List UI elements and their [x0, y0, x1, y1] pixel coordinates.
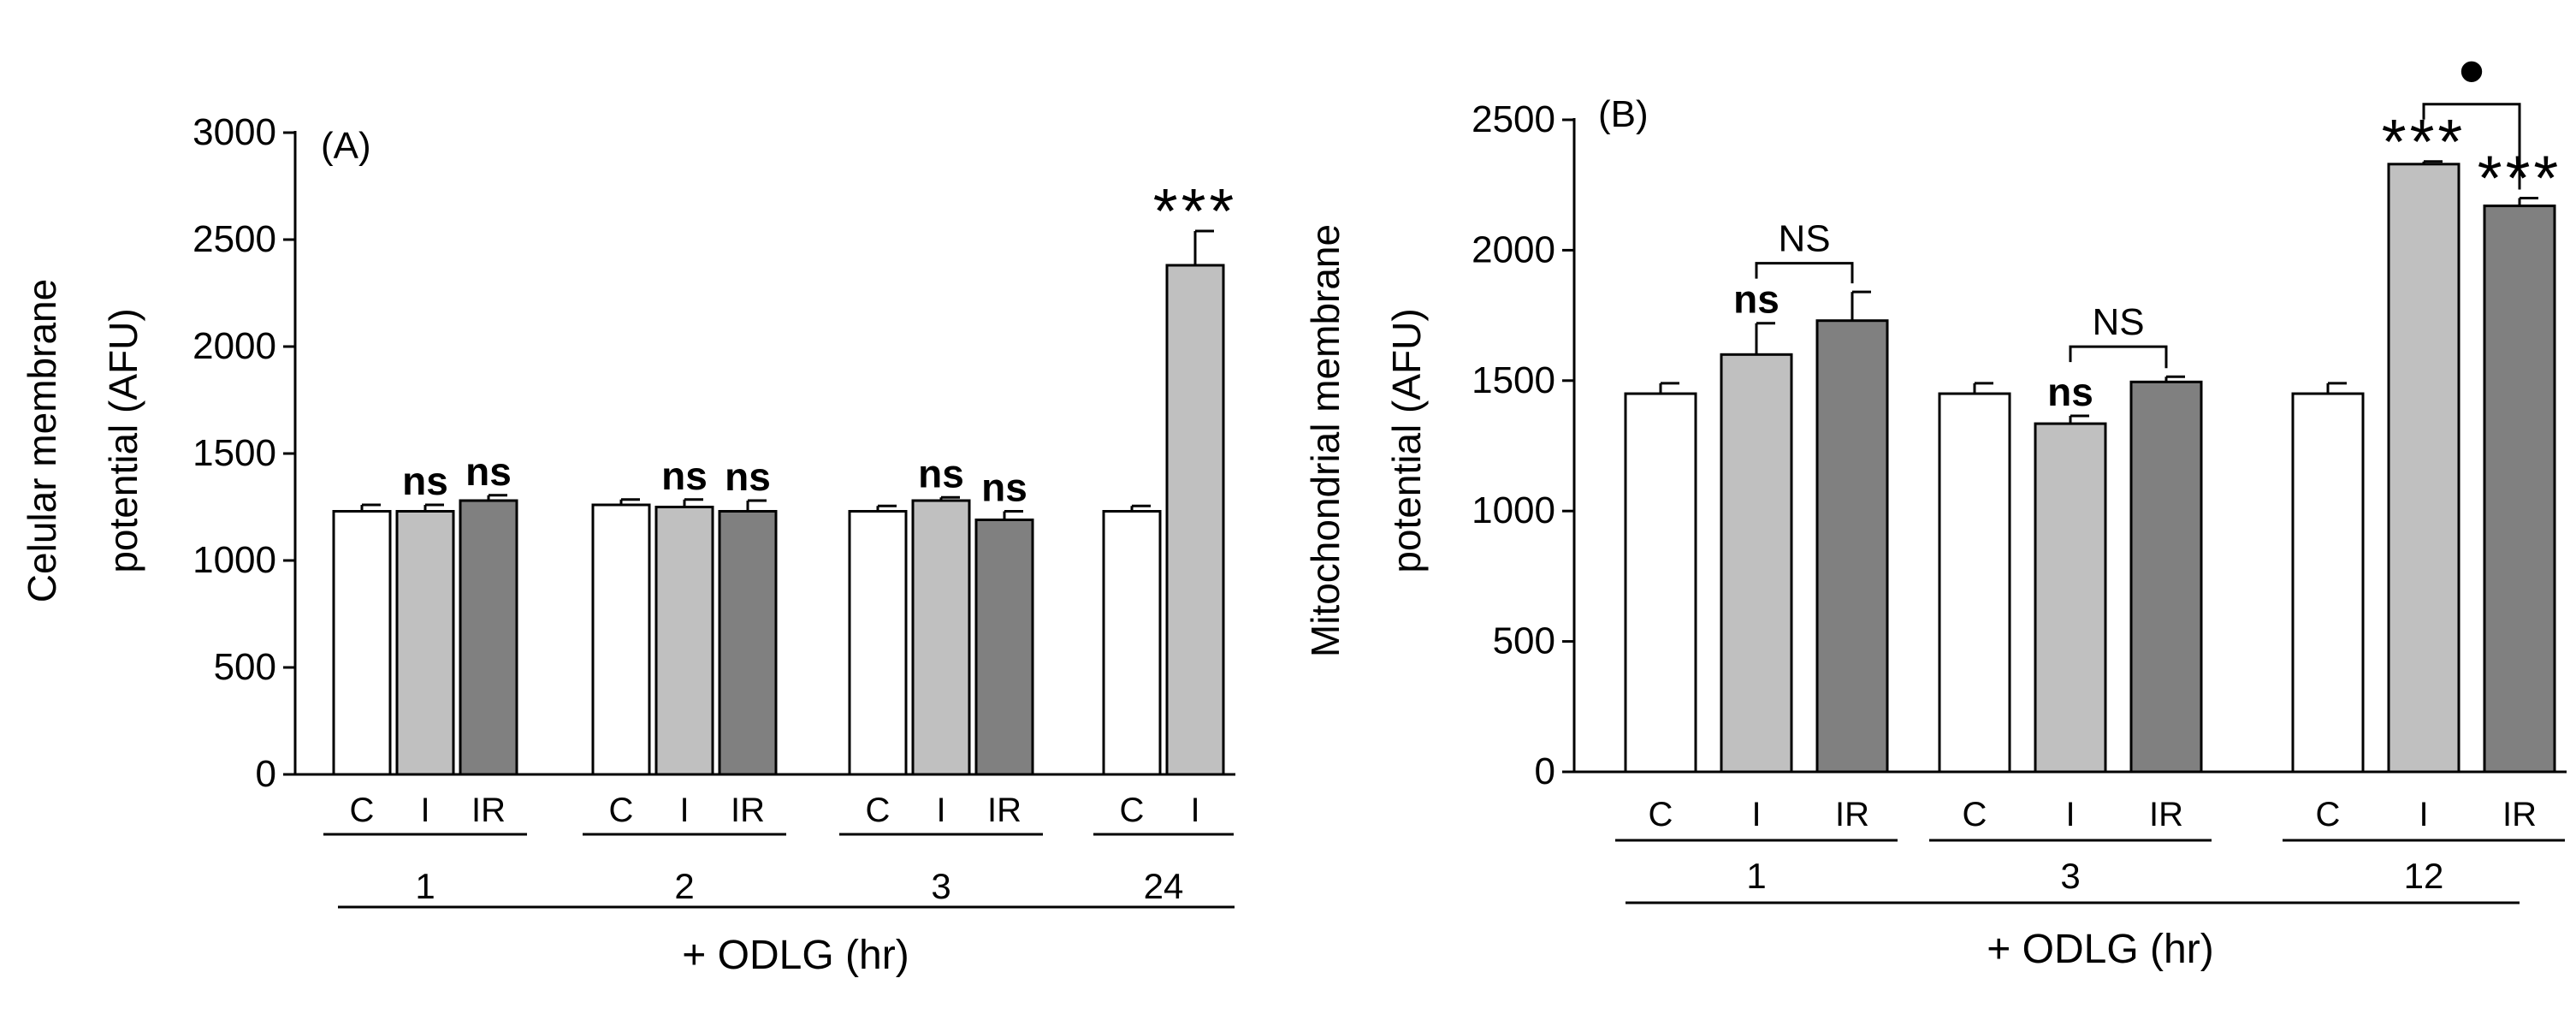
bar-c	[1102, 510, 1162, 776]
group-label: 1	[415, 866, 435, 906]
panel-label: (B)	[1598, 93, 1649, 135]
category-label: C	[1963, 796, 1987, 833]
category-label: IR	[471, 792, 506, 829]
significance-label: ns	[918, 451, 964, 495]
y-axis-title-line: Mitochondrial membrane	[1303, 224, 1347, 657]
panel-label: (A)	[321, 125, 371, 167]
category-label: IR	[2502, 796, 2537, 833]
y-tick-label: 500	[214, 646, 276, 688]
bar-i	[1720, 353, 1793, 774]
panel-a-chart: 0 500 1000 1500 2000 2500 3000 (A) Celular membr…	[20, 111, 1237, 978]
category-label: C	[2316, 796, 2341, 833]
bar-i	[654, 506, 714, 776]
y-tick-label: 1000	[1472, 489, 1555, 531]
group-label: 3	[2060, 856, 2080, 896]
comparison-bracket	[2069, 345, 2168, 369]
category-label: C	[609, 792, 634, 829]
bar-c	[1624, 392, 1697, 774]
category-label: I	[679, 792, 689, 829]
category-label: C	[350, 792, 375, 829]
y-tick-label: 2500	[192, 218, 276, 260]
category-label: IR	[2149, 796, 2183, 833]
y-tick-label: 1500	[1472, 359, 1555, 401]
category-label: C	[866, 792, 891, 829]
bar-i	[395, 510, 455, 776]
bar-ir	[2129, 380, 2203, 774]
category-label: IR	[731, 792, 765, 829]
significance-label: ns	[661, 454, 708, 498]
bar-c	[2291, 392, 2365, 774]
y-axis-title-line: potential (AFU)	[101, 308, 145, 572]
y-tick-label: 1500	[192, 432, 276, 474]
y-tick-label: 0	[1535, 750, 1555, 792]
bar-c	[1938, 392, 2011, 774]
category-label: I	[2065, 796, 2075, 833]
x-axis-title: + ODLG (hr)	[682, 933, 909, 978]
y-tick-label: 2000	[1472, 228, 1555, 270]
significance-label: ns	[402, 459, 448, 503]
bar-c	[332, 510, 392, 776]
bar-ir	[974, 519, 1034, 776]
y-axis-title-line: potential (AFU)	[1384, 308, 1429, 572]
y-tick-label: 2000	[192, 325, 276, 367]
bar-i	[2034, 422, 2107, 774]
significance-stars: ***	[2478, 142, 2561, 213]
bracket-label: NS	[2092, 301, 2144, 343]
group-label: 3	[931, 866, 950, 906]
y-axis-title-line: Celular membrane	[20, 279, 64, 602]
category-label: I	[1190, 792, 1199, 829]
significance-label: ns	[465, 449, 512, 494]
y-tick-label: 1000	[192, 539, 276, 581]
bracket-label: NS	[1778, 218, 1830, 260]
significance-label: ns	[981, 465, 1027, 510]
category-label: C	[1120, 792, 1145, 829]
group-label: 12	[2404, 856, 2444, 896]
y-tick-label: 500	[1493, 620, 1555, 662]
significance-label: ns	[725, 454, 771, 499]
comparison-bracket	[1755, 262, 1854, 284]
group-label: 24	[1144, 866, 1184, 906]
bar-ir	[459, 499, 518, 776]
y-tick-label: 0	[256, 753, 276, 795]
category-label: I	[420, 792, 429, 829]
y-tick-label: 2500	[1472, 98, 1555, 140]
category-label: I	[1751, 796, 1761, 833]
category-label: I	[2419, 796, 2428, 833]
category-label: IR	[1835, 796, 1869, 833]
category-label: I	[936, 792, 945, 829]
bar-ir	[1815, 319, 1889, 774]
comparison-bracket	[2422, 103, 2521, 190]
significance-dot: •	[2458, 29, 2485, 115]
significance-stars: ***	[2382, 106, 2466, 177]
bar-i	[2387, 163, 2461, 774]
panel-b-chart: 0 500 1000 1500 2000 2500 (B) Mitochondrial mem…	[1303, 29, 2567, 972]
significance-stars: ***	[1153, 175, 1237, 246]
group-label: 1	[1746, 856, 1766, 896]
bar-ir	[2483, 205, 2556, 774]
bar-i	[1165, 264, 1225, 776]
group-label: 2	[674, 866, 694, 906]
bar-c	[591, 503, 651, 776]
significance-label: ns	[1733, 277, 1780, 322]
category-label: C	[1649, 796, 1673, 833]
bar-i	[911, 499, 971, 776]
category-label: IR	[987, 792, 1022, 829]
x-axis-title: + ODLG (hr)	[1987, 927, 2213, 972]
bar-ir	[718, 510, 778, 776]
y-tick-label: 3000	[192, 111, 276, 153]
bar-c	[848, 510, 908, 776]
significance-label: ns	[2047, 370, 2093, 414]
